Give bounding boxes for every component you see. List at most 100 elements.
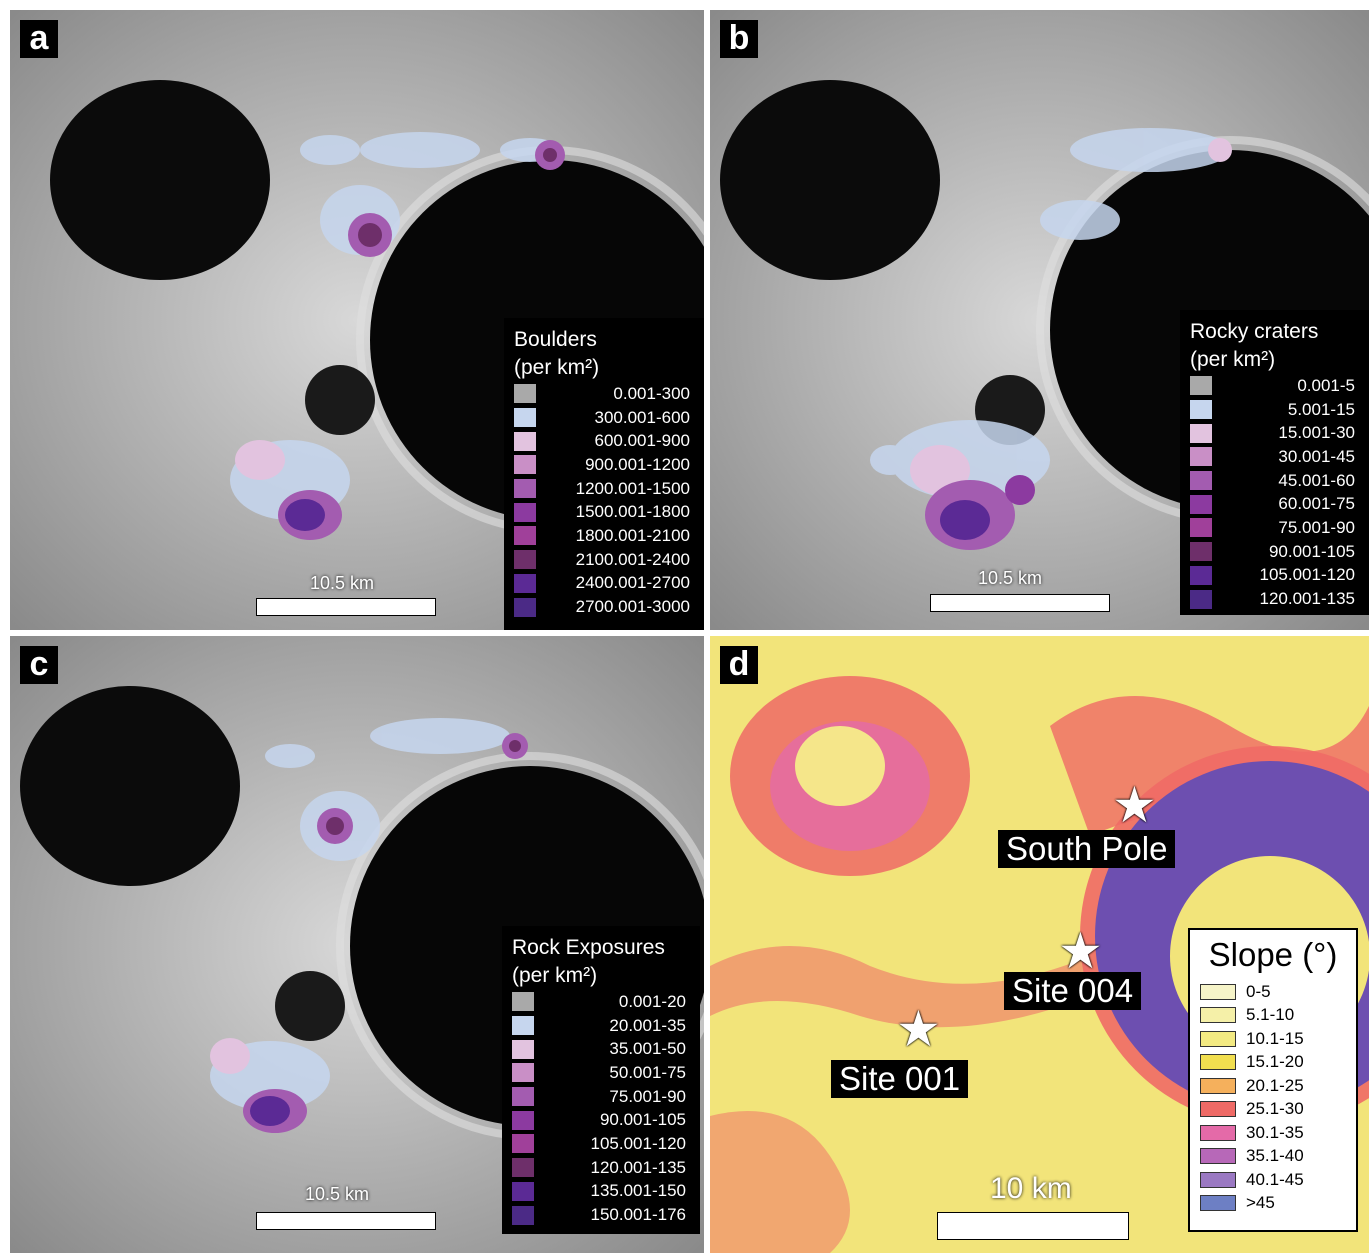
legend-entry: 105.001-120: [1190, 564, 1359, 588]
south-pole-label: South Pole: [998, 830, 1176, 868]
rocky-crater-density-map: [710, 10, 1369, 630]
legend-range-label: 75.001-90: [1278, 517, 1355, 537]
panel-label: a: [20, 20, 58, 58]
legend-entry: 10.1-15: [1200, 1027, 1346, 1051]
scale-label: 10 km: [990, 1172, 1072, 1205]
legend-title: Rocky craters: [1190, 320, 1319, 343]
legend-entry: 2400.001-2700: [514, 572, 694, 596]
legend-entry: 35.001-50: [512, 1037, 690, 1061]
legend-entry: 900.001-1200: [514, 453, 694, 477]
site-001-star-icon: ★: [896, 1001, 941, 1057]
legend-entry: 35.1-40: [1200, 1145, 1346, 1169]
legend-swatch: [1200, 1171, 1236, 1188]
legend-swatch: [514, 408, 536, 428]
legend-entry: 15.001-30: [1190, 421, 1359, 445]
legend-swatch: [1190, 494, 1212, 514]
legend-range-label: 45.001-60: [1278, 470, 1355, 490]
legend-range-label: 90.001-105: [599, 1110, 686, 1130]
legend-range-label: 50.001-75: [609, 1062, 686, 1082]
legend-entry: 0.001-300: [514, 382, 694, 406]
legend-range-label: 15.1-20: [1246, 1052, 1304, 1072]
legend-range-label: 30.001-45: [1278, 446, 1355, 466]
legend-entry: 2100.001-2400: [514, 548, 694, 572]
legend-swatch: [1190, 423, 1212, 443]
legend-entry: 75.001-90: [1190, 516, 1359, 540]
legend-entry: 1500.001-1800: [514, 500, 694, 524]
legend-swatch: [1190, 518, 1212, 538]
legend-unit: (per km²): [514, 356, 600, 379]
legend: Rock Exposures (per km²) 0.001-20 20.001-…: [502, 926, 700, 1234]
legend-swatch: [514, 597, 536, 617]
legend-title: Boulders: [514, 328, 597, 351]
legend-range-label: 2100.001-2400: [575, 549, 690, 569]
legend-range-label: 0.001-20: [618, 991, 686, 1011]
legend-range-label: 120.001-135: [1259, 589, 1355, 609]
legend-swatch: [1200, 1054, 1236, 1071]
scale-bar: [937, 1212, 1129, 1240]
legend-range-label: 20.001-35: [609, 1015, 686, 1035]
legend-entry: 2700.001-3000: [514, 595, 694, 619]
legend-swatch: [1200, 1124, 1236, 1141]
legend-swatch: [514, 502, 536, 522]
legend-swatch: [512, 992, 534, 1012]
legend-entry: 15.1-20: [1200, 1051, 1346, 1075]
legend-rows: 0.001-20 20.001-35 35.001-50 50.001-75 75.00…: [512, 990, 690, 1227]
legend-range-label: 0.001-5: [1297, 375, 1355, 395]
legend-swatch: [514, 455, 536, 475]
legend-entry: 45.001-60: [1190, 469, 1359, 493]
scale-label: 10.5 km: [978, 568, 1043, 588]
panel-d: d ★ South Pole ★ Site 004 ★ Site 001 10 …: [710, 636, 1369, 1253]
legend-swatch: [512, 1087, 534, 1107]
legend-swatch: [512, 1016, 534, 1036]
legend-swatch: [1200, 983, 1236, 1000]
legend-swatch: [514, 573, 536, 593]
scale-label: 10.5 km: [310, 573, 375, 593]
panel-b: b Rocky craters (per km²) 0.001-5 5.001-1…: [710, 10, 1369, 630]
legend-range-label: 10.1-15: [1246, 1028, 1304, 1048]
legend-swatch: [514, 526, 536, 546]
legend-entry: 20.1-25: [1200, 1074, 1346, 1098]
legend-range-label: 35.1-40: [1246, 1146, 1304, 1166]
legend-range-label: 5.1-10: [1246, 1005, 1295, 1025]
legend-entry: 75.001-90: [512, 1085, 690, 1109]
legend-range-label: 2400.001-2700: [575, 573, 690, 593]
legend-swatch: [514, 550, 536, 570]
legend-rows: 0.001-5 5.001-15 15.001-30 30.001-45 45.001-…: [1190, 374, 1359, 611]
legend-swatch: [512, 1039, 534, 1059]
legend-entry: 30.1-35: [1200, 1121, 1346, 1145]
legend-entry: 120.001-135: [512, 1156, 690, 1180]
legend-swatch: [512, 1158, 534, 1178]
legend-swatch: [512, 1181, 534, 1201]
legend-swatch: [1190, 376, 1212, 396]
legend-range-label: 90.001-105: [1268, 541, 1355, 561]
legend-range-label: 30.1-35: [1246, 1122, 1304, 1142]
legend-range-label: 300.001-600: [594, 407, 690, 427]
legend-unit: (per km²): [512, 964, 598, 987]
legend-range-label: 35.001-50: [609, 1039, 686, 1059]
legend-range-label: >45: [1246, 1193, 1275, 1213]
scale-bar: [256, 598, 436, 616]
legend-swatch: [1190, 471, 1212, 491]
scale-bar: [930, 594, 1110, 612]
legend-entry: 90.001-105: [1190, 540, 1359, 564]
legend-range-label: 5.001-15: [1287, 399, 1355, 419]
legend-entry: 150.001-176: [512, 1203, 690, 1227]
panel-c: c Rock Exposures (per km²) 0.001-20 20.00…: [10, 636, 704, 1253]
scale-label: 10.5 km: [305, 1184, 370, 1204]
legend-rows: 0-5 5.1-10 10.1-15 15.1-20 20.1-25 25.1-30 30.…: [1200, 980, 1346, 1215]
legend-range-label: 75.001-90: [609, 1086, 686, 1106]
legend-swatch: [1200, 1148, 1236, 1165]
legend-range-label: 40.1-45: [1246, 1169, 1304, 1189]
panel-a: a Boulders (per km²) 0.001-300 300.001-60…: [10, 10, 704, 630]
legend-entry: 90.001-105: [512, 1108, 690, 1132]
legend-range-label: 15.001-30: [1278, 423, 1355, 443]
site-004-star-icon: ★: [1058, 923, 1103, 979]
site-004-label: Site 004: [1004, 972, 1142, 1010]
legend-entry: 0.001-5: [1190, 374, 1359, 398]
legend-swatch: [1190, 565, 1212, 585]
legend: Rocky craters (per km²) 0.001-5 5.001-15 1…: [1180, 310, 1369, 615]
legend-range-label: 120.001-135: [590, 1157, 686, 1177]
legend-entry: 105.001-120: [512, 1132, 690, 1156]
legend-unit: (per km²): [1190, 348, 1276, 371]
legend-swatch: [512, 1205, 534, 1225]
